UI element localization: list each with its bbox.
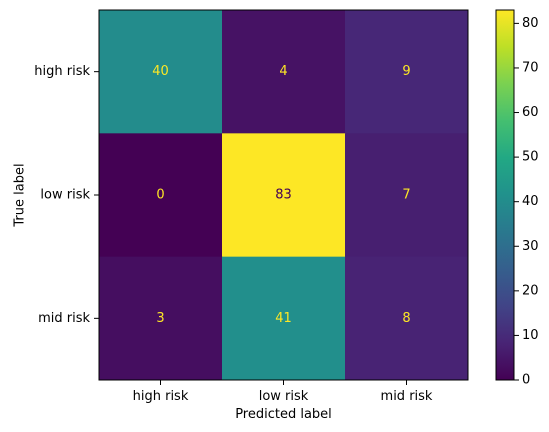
cell-value-2-0: 3 [156, 311, 164, 326]
cell-1-0 [99, 133, 223, 258]
colorbar-tick-label-1: 10 [522, 328, 539, 343]
x-tick-label-1: low risk [259, 389, 309, 404]
colorbar-tick-label-4: 40 [522, 194, 539, 209]
matrix-cells [99, 10, 469, 381]
cell-0-2 [345, 10, 469, 134]
cell-1-2 [345, 133, 469, 258]
colorbar-tick-label-0: 0 [522, 373, 530, 388]
y-tick-label-2: mid risk [38, 311, 90, 326]
x-tick-label-0: high risk [133, 389, 189, 404]
colorbar-tick-label-7: 70 [522, 60, 539, 75]
cell-value-2-1: 41 [275, 311, 292, 326]
x-tick-label-2: mid risk [381, 389, 433, 404]
cell-1-1 [222, 133, 346, 258]
x-axis-ticks: high risk low risk mid risk [133, 380, 433, 404]
cell-value-0-2: 9 [402, 64, 410, 79]
colorbar-tick-label-3: 30 [522, 239, 539, 254]
cell-0-0 [99, 10, 223, 134]
cell-value-1-1: 83 [275, 188, 292, 203]
colorbar-ticks: 0 10 20 30 40 50 60 70 80 [514, 16, 539, 388]
cell-value-0-0: 40 [152, 64, 169, 79]
cell-value-0-1: 4 [279, 64, 287, 79]
cell-value-1-2: 7 [402, 188, 410, 203]
matrix-cell-values: 40 4 9 0 83 7 3 41 8 [152, 64, 410, 326]
y-tick-label-1: low risk [40, 188, 90, 203]
x-axis-label: Predicted label [235, 407, 332, 422]
cell-value-2-2: 8 [402, 311, 410, 326]
cell-value-1-0: 0 [156, 188, 164, 203]
y-tick-label-0: high risk [34, 64, 90, 79]
cell-2-0 [99, 256, 223, 381]
colorbar-tick-label-6: 60 [522, 105, 539, 120]
colorbar-tick-label-2: 20 [522, 283, 539, 298]
y-axis-label: True label [13, 163, 28, 227]
colorbar-tick-label-8: 80 [522, 16, 539, 31]
y-axis-ticks: high risk low risk mid risk [34, 64, 99, 326]
cell-2-1 [222, 256, 346, 381]
cell-0-1 [222, 10, 346, 134]
colorbar-tick-label-5: 50 [522, 150, 539, 165]
colorbar [495, 9, 515, 381]
cell-2-2 [345, 256, 469, 381]
